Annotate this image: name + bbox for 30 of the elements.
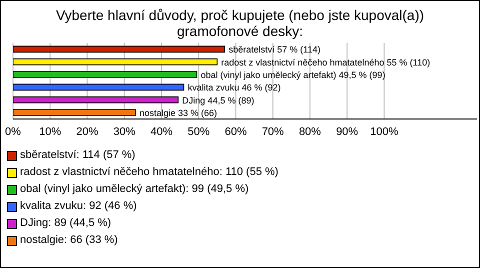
bar (13, 96, 179, 104)
x-tick-label: 10% (39, 126, 62, 138)
text: nostalgie: 66 (33 %) (20, 233, 118, 248)
category-label: radost z vlastnictví něčeho hmatatelného 55 % (110) (221, 57, 430, 68)
x-tick-label: 100% (370, 126, 398, 138)
x-tick-label: 90% (336, 126, 358, 138)
x-tick-label: 40% (150, 126, 173, 138)
category-label: kvalita zvuku 46 % (92) (188, 82, 281, 93)
category-label: obal (vinyl jako umělecký artefakt) 49,5 % (99) (200, 70, 386, 80)
x-tick-label: 60% (224, 126, 247, 138)
text: DJing: 89 (44,5 %) (20, 216, 112, 231)
bar (13, 71, 198, 78)
text: sběratelství: 114 (57 %) (20, 148, 136, 163)
category-label: DJing 44,5 % (89) (182, 95, 254, 106)
x-tick-label: 20% (76, 126, 98, 138)
text: radost z vlastnictví něčeho hmatatelného: 110 (55 %) (20, 165, 278, 180)
x-tick-label: 0% (5, 126, 22, 138)
category-label: nostalgie 33 % (66) (139, 108, 218, 118)
x-tick-label: 30% (113, 126, 136, 138)
x-tick-label: 50% (188, 126, 210, 138)
bar (13, 84, 184, 91)
bar (13, 46, 225, 53)
x-tick-label: 80% (298, 126, 322, 138)
chart-title: Vyberte hlavní důvody, proč kupujete (nebo jste kupoval(a)) gramofonové desky: (54, 6, 426, 39)
text: obal (vinyl jako umělecký artefakt): 99 (49,5 %) (20, 182, 249, 197)
text: kvalita zvuku: 92 (46 %) (20, 199, 137, 214)
bar (13, 58, 218, 66)
category-label: sběratelství 57 % (114) (228, 44, 320, 55)
bar (13, 109, 136, 116)
x-tick-label: 70% (262, 126, 284, 138)
